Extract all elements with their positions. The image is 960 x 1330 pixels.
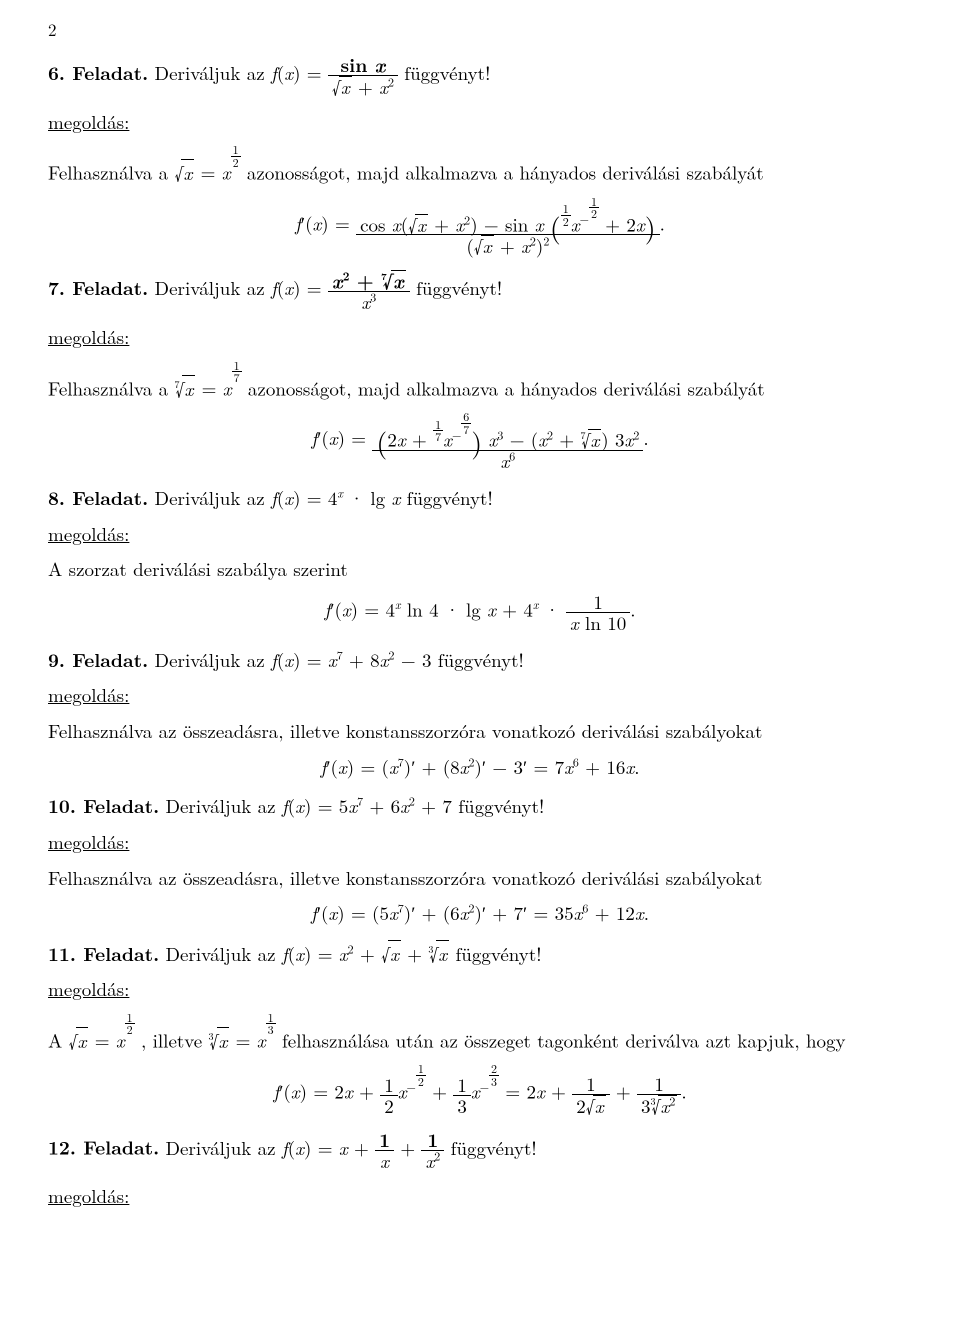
- problem-text: Deriváljuk az f(x) = 4x · lg x függvényt…: [155, 484, 493, 511]
- problem-label: 6. Feladat.: [48, 58, 148, 86]
- text: Deriváljuk az: [155, 484, 271, 511]
- problem-label: 7. Feladat.: [48, 273, 148, 301]
- problem-text: Deriváljuk az f(x) = 5x7 + 6x2 + 7 függv…: [165, 792, 544, 819]
- solution-label: megoldás:: [48, 829, 129, 855]
- display-equation: f′(x) = 4x ln 4 · lg x + 4x · 1 x ln 10 …: [48, 592, 912, 633]
- text: függvényt!: [458, 792, 544, 819]
- paragraph: A szorzat deriválási szabálya szerint: [48, 556, 912, 582]
- text: A: [48, 1027, 69, 1054]
- display-equation: f′(x) = (5x7)′ + (6x2)′ + 7′ = 35x6 + 12…: [48, 900, 912, 926]
- paragraph: Felhasználva a √x = x12 azonosságot, maj…: [48, 144, 912, 185]
- text: Deriváljuk az: [155, 646, 271, 673]
- problem-7-heading: 7. Feladat. Deriváljuk az f(x) = x2 + 7√…: [48, 270, 912, 312]
- text: függvényt!: [451, 1134, 537, 1161]
- problem-label: 11. Feladat.: [48, 939, 159, 967]
- problem-10-heading: 10. Feladat. Deriváljuk az f(x) = 5x7 + …: [48, 793, 912, 819]
- display-equation: f′(x) = (x7)′ + (8x2)′ − 3′ = 7x6 + 16x.: [48, 754, 912, 780]
- document-page: 2 6. Feladat. Deriváljuk az f(x) = sin x…: [0, 0, 960, 1330]
- problem-9-heading: 9. Feladat. Deriváljuk az f(x) = x7 + 8x…: [48, 647, 912, 673]
- text: azonosságot, majd alkalmazva a hányados …: [248, 375, 765, 402]
- paragraph: Felhasználva az összeadásra, illetve kon…: [48, 865, 912, 891]
- problem-label: 12. Feladat.: [48, 1133, 159, 1161]
- text: függvényt!: [438, 646, 524, 673]
- problem-label: 8. Feladat.: [48, 483, 148, 511]
- problem-text: Deriváljuk az f(x) = x2 + 7√x x3 függvén…: [155, 274, 503, 301]
- text: Deriváljuk az: [155, 59, 271, 86]
- paragraph: Felhasználva a 7√x = x17 azonosságot, ma…: [48, 360, 912, 401]
- solution-label: megoldás:: [48, 521, 129, 547]
- text: függvényt!: [407, 484, 493, 511]
- paragraph: Felhasználva az összeadásra, illetve kon…: [48, 718, 912, 744]
- display-equation: f′(x) = (2x + 17x−67) x3 − (x2 + 7√x) 3x…: [48, 411, 912, 471]
- text: azonosságot, majd alkalmazva a hányados …: [247, 159, 764, 186]
- text: Deriváljuk az: [165, 792, 281, 819]
- solution-label: megoldás:: [48, 324, 129, 350]
- display-equation: f′(x) = 2x + 12x−12 + 13x−23 = 2x + 12√x…: [48, 1063, 912, 1116]
- problem-text: Deriváljuk az f(x) = x + 1x + 1x2 függvé…: [165, 1134, 536, 1161]
- text: függvényt!: [455, 940, 541, 967]
- text: Deriváljuk az: [165, 940, 281, 967]
- solution-label: megoldás:: [48, 682, 129, 708]
- text: Felhasználva a: [48, 159, 175, 186]
- text: függvényt!: [404, 59, 490, 86]
- text: felhasználása után az összeget tagonként…: [282, 1027, 846, 1054]
- paragraph: A √x = x12 , illetve 3√x = x13 felhaszná…: [48, 1012, 912, 1053]
- solution-label: megoldás:: [48, 1183, 129, 1209]
- solution-label: megoldás:: [48, 109, 129, 135]
- text: Deriváljuk az: [165, 1134, 281, 1161]
- text: függvényt!: [416, 274, 502, 301]
- display-equation: f′(x) = cos x(√x + x2) − sin x (12x−12 +…: [48, 196, 912, 257]
- text: Deriváljuk az: [155, 274, 271, 301]
- problem-6-heading: 6. Feladat. Deriváljuk az f(x) = sin x √…: [48, 55, 912, 97]
- text: , illetve: [141, 1027, 209, 1054]
- text: Felhasználva a: [48, 375, 175, 402]
- problem-8-heading: 8. Feladat. Deriváljuk az f(x) = 4x · lg…: [48, 485, 912, 511]
- problem-label: 9. Feladat.: [48, 645, 148, 673]
- problem-11-heading: 11. Feladat. Deriváljuk az f(x) = x2 + √…: [48, 940, 912, 967]
- problem-text: Deriváljuk az f(x) = sin x √x + x2 függv…: [155, 59, 491, 86]
- problem-text: Deriváljuk az f(x) = x2 + √x + 3√x függv…: [165, 940, 541, 967]
- solution-label: megoldás:: [48, 976, 129, 1002]
- problem-label: 10. Feladat.: [48, 791, 159, 819]
- problem-text: Deriváljuk az f(x) = x7 + 8x2 − 3 függvé…: [155, 646, 524, 673]
- fraction: sin x √x + x2: [328, 55, 398, 97]
- page-number: 2: [48, 18, 912, 41]
- problem-12-heading: 12. Feladat. Deriváljuk az f(x) = x + 1x…: [48, 1130, 912, 1171]
